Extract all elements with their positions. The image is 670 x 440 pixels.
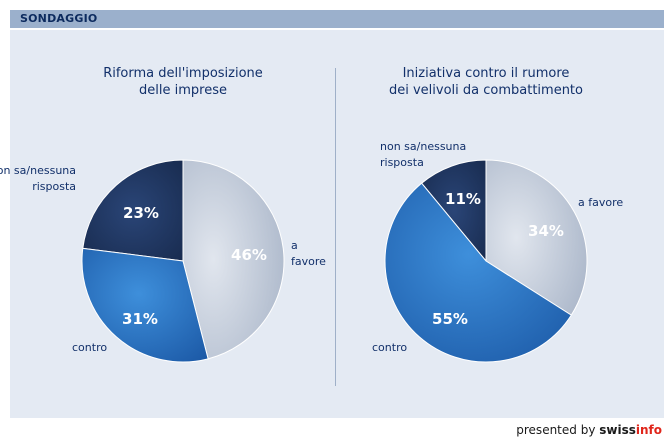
slice-value-non-sa: 11% bbox=[445, 190, 481, 208]
pie-chart-rumore: Iniziativa contro il rumore dei velivoli … bbox=[372, 66, 623, 363]
pie-slice-contro bbox=[384, 182, 572, 363]
pie-chart-imposizione: Riforma dell'imposizione delle imprese 46%… bbox=[0, 66, 326, 363]
chart-title-line: Riforma dell'imposizione bbox=[103, 66, 263, 81]
chart-title-line: delle imprese bbox=[139, 83, 227, 98]
slice-value-contro: 55% bbox=[432, 310, 468, 328]
pie-slice-a-favore bbox=[485, 159, 588, 316]
pie-slice-non-sa bbox=[420, 159, 487, 263]
pie-slice-contro bbox=[81, 247, 209, 363]
pie-slice-a-favore bbox=[182, 159, 285, 360]
footer-credit: presented by swissinfo bbox=[516, 423, 662, 437]
footer-prefix: presented by bbox=[516, 423, 600, 437]
chart-title-line: Iniziativa contro il rumore bbox=[403, 66, 570, 81]
brand-logo-swiss: swiss bbox=[599, 423, 636, 437]
section-header: SONDAGGIO bbox=[10, 10, 664, 28]
pie-slice-non-sa bbox=[82, 159, 184, 262]
brand-logo-info: info bbox=[635, 423, 662, 437]
slice-value-a-favore: 34% bbox=[528, 222, 564, 240]
chart-title-line: dei velivoli da combattimento bbox=[389, 83, 583, 98]
section-title: SONDAGGIO bbox=[20, 12, 98, 25]
slice-label-a-favore: a favore bbox=[291, 239, 326, 268]
slice-label-a-favore: a favore bbox=[578, 196, 623, 209]
slice-label-contro: contro bbox=[72, 341, 107, 354]
slice-label-contro: contro bbox=[372, 341, 407, 354]
slice-value-a-favore: 46% bbox=[231, 246, 267, 264]
chart-divider bbox=[335, 68, 336, 386]
slice-value-non-sa: 23% bbox=[123, 204, 159, 222]
slice-value-contro: 31% bbox=[122, 310, 158, 328]
